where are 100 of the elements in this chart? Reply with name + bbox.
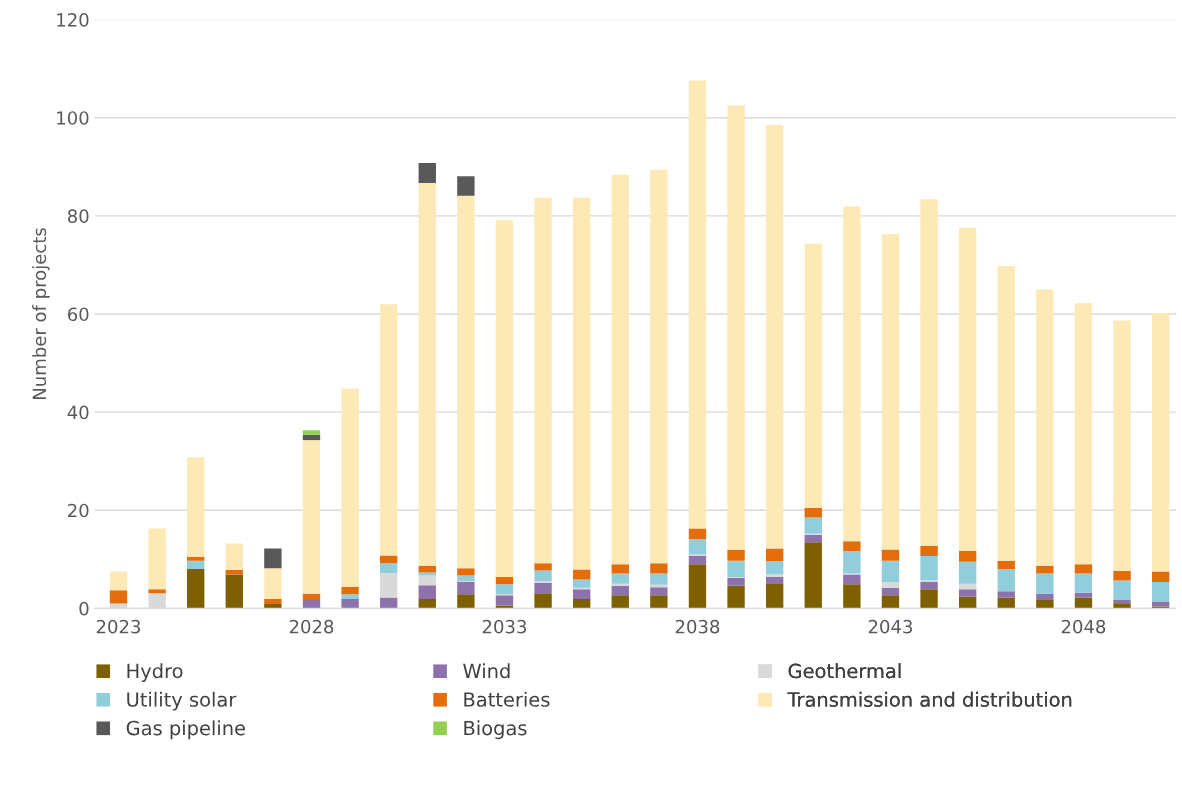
bar — [418, 183, 436, 566]
bar — [457, 176, 475, 196]
bar — [457, 575, 475, 581]
bar — [804, 507, 822, 518]
legend-label: Batteries — [464, 691, 550, 707]
bar — [688, 555, 707, 565]
bar — [881, 587, 900, 596]
bar — [302, 430, 321, 435]
y-tick-label: 120 — [57, 13, 89, 27]
bar — [881, 234, 900, 550]
bar — [457, 568, 475, 576]
legend-label: Geothermal — [788, 663, 901, 679]
bar — [264, 603, 282, 609]
bar — [534, 570, 552, 581]
bar — [380, 563, 398, 574]
bar — [1151, 571, 1170, 582]
bar — [1151, 581, 1170, 602]
bar — [457, 581, 475, 595]
bar — [765, 125, 784, 549]
bar — [1113, 320, 1131, 572]
bar — [920, 199, 938, 547]
bar — [495, 584, 514, 595]
bar — [920, 546, 938, 556]
bar — [572, 569, 591, 580]
bar — [341, 594, 359, 600]
bar — [187, 569, 205, 609]
bar — [958, 596, 977, 609]
bar — [920, 581, 938, 590]
bar — [148, 528, 166, 590]
bar — [534, 563, 552, 571]
bar — [1036, 600, 1054, 609]
bar — [495, 576, 514, 585]
bar — [109, 590, 128, 604]
bar — [187, 457, 205, 557]
bar — [843, 550, 861, 574]
bar — [765, 576, 784, 584]
bar — [611, 564, 629, 574]
legend-label: Gas pipeline — [126, 720, 245, 740]
bar — [997, 560, 1015, 570]
bar — [727, 577, 745, 586]
bar — [688, 528, 707, 540]
legend-label: Biogas — [464, 720, 527, 740]
bar — [572, 599, 591, 609]
bar — [765, 561, 784, 575]
bar — [958, 589, 977, 597]
bar — [495, 220, 514, 577]
bar — [302, 434, 321, 441]
y-tick-label: 20 — [68, 503, 89, 518]
y-tick-label: 80 — [67, 209, 89, 223]
bar — [958, 583, 977, 590]
bar — [688, 80, 707, 529]
bar — [650, 169, 668, 564]
bar — [264, 548, 282, 569]
bar — [881, 595, 900, 609]
y-tick-label: 60 — [67, 307, 89, 322]
bar — [418, 575, 436, 586]
y-axis-title: Number of projects — [32, 228, 50, 399]
bar — [225, 570, 243, 575]
bar — [264, 568, 282, 600]
bar — [881, 560, 900, 582]
bar — [341, 388, 359, 587]
bar — [611, 585, 629, 596]
bar — [1036, 289, 1054, 566]
bar — [843, 206, 861, 542]
bar — [302, 440, 321, 594]
bar — [1074, 592, 1093, 598]
bar — [958, 550, 977, 562]
bar — [650, 573, 668, 585]
bar — [457, 594, 475, 609]
bar — [1151, 313, 1170, 572]
bar — [1113, 571, 1131, 581]
bar — [920, 589, 938, 609]
bar — [765, 548, 784, 562]
bar — [572, 197, 591, 570]
bar — [997, 265, 1015, 561]
bar — [1113, 603, 1131, 609]
bar — [765, 583, 784, 609]
bar — [650, 595, 668, 609]
bar — [1113, 580, 1131, 601]
legend-label: Utility solar — [127, 691, 237, 711]
bar — [341, 586, 359, 595]
bar — [1036, 565, 1054, 574]
x-tick-label: 2033 — [482, 619, 526, 634]
y-tick-label: 0 — [79, 601, 89, 616]
bar — [572, 589, 591, 600]
bar — [534, 582, 552, 594]
bar — [109, 571, 128, 591]
bar — [727, 105, 745, 550]
bar — [958, 561, 977, 584]
bar — [187, 556, 205, 561]
bar — [148, 589, 166, 594]
bar — [534, 197, 552, 564]
bar — [843, 574, 861, 585]
bar — [611, 573, 629, 584]
bar — [688, 539, 707, 555]
bar — [225, 543, 243, 571]
bar — [1036, 573, 1054, 594]
bar — [380, 573, 398, 598]
bar — [688, 564, 707, 609]
bar — [225, 574, 243, 609]
